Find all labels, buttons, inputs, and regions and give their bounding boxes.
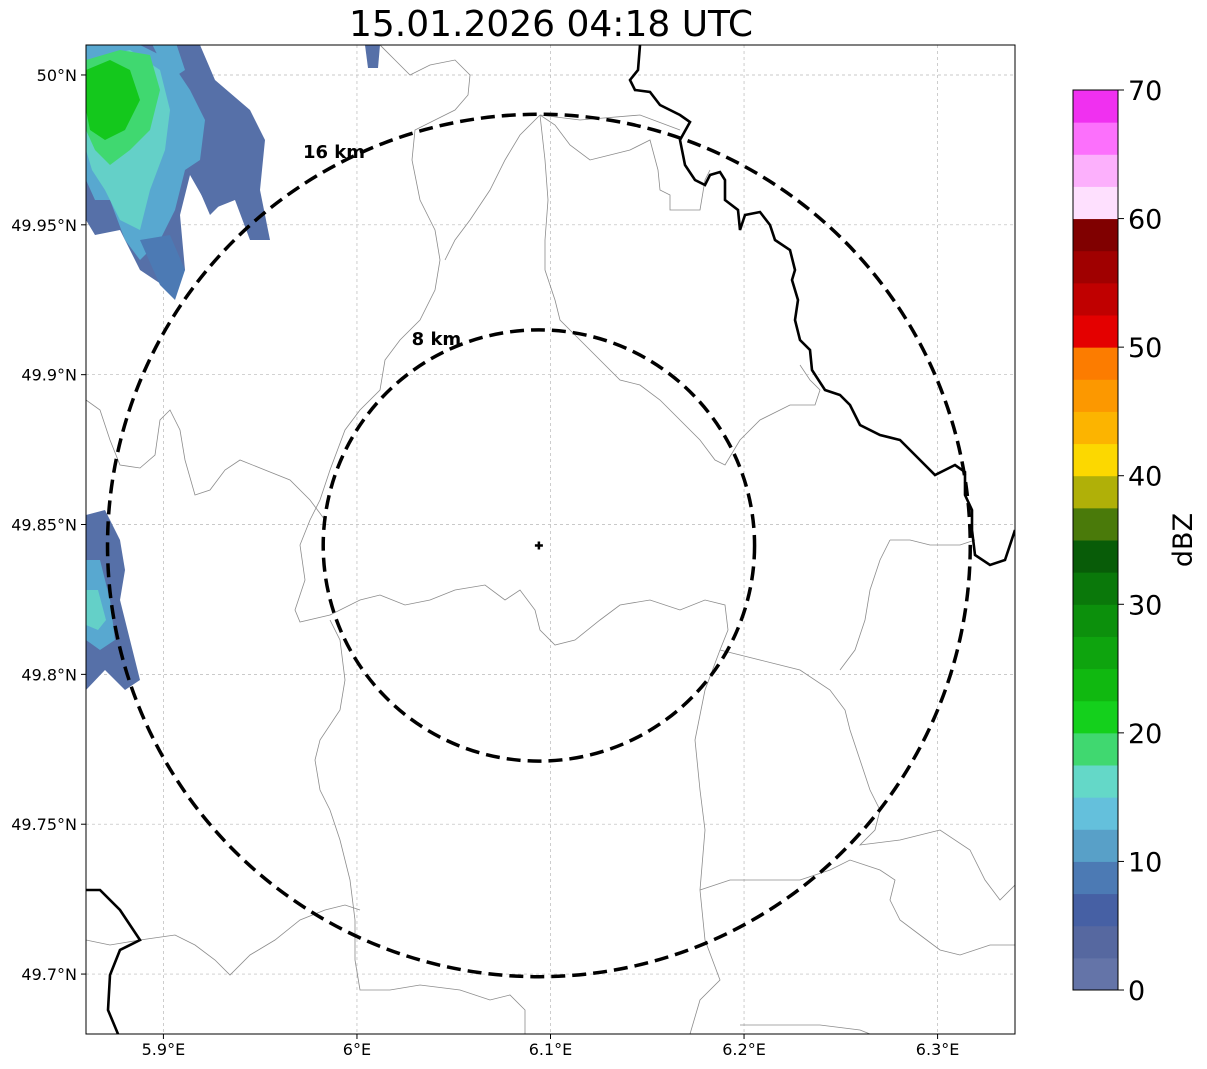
lat-tick-label: 50°N: [37, 66, 77, 85]
lat-tick-label: 49.9°N: [21, 366, 77, 385]
latitude-ticks: 50°N 49.95°N 49.9°N 49.85°N 49.8°N 49.75°N 49.…: [11, 66, 86, 984]
colorbar-segment: [1073, 411, 1118, 445]
national-borders: [86, 45, 1015, 1034]
colorbar-tick-label: 20: [1128, 719, 1162, 750]
colorbar: 0 10 20 30 40 50 60 70 dBZ: [1072, 76, 1199, 1007]
colorbar-tick-label: 50: [1128, 333, 1162, 364]
colorbar-segment: [1073, 315, 1118, 348]
echo-cluster-west: [86, 510, 140, 690]
colorbar-segment: [1073, 604, 1118, 637]
colorbar-tick-label: 0: [1128, 976, 1145, 1007]
colorbar-segment: [1073, 797, 1118, 830]
colorbar-tick-label: 10: [1128, 847, 1162, 878]
colorbar-segment: [1073, 186, 1118, 220]
lon-tick-label: 6°E: [343, 1040, 371, 1059]
lat-tick-label: 49.7°N: [21, 965, 77, 984]
map-title: 15.01.2026 04:18 UTC: [348, 4, 754, 45]
colorbar-label: dBZ: [1168, 513, 1199, 567]
range-ring-16km: [105, 112, 972, 979]
regional-boundaries: [86, 45, 1015, 1034]
echo-cluster-northwest: [86, 45, 380, 300]
colorbar-segment: [1073, 347, 1118, 380]
colorbar-tick-label: 60: [1128, 205, 1162, 236]
colorbar-segment: [1073, 122, 1118, 155]
lat-tick-label: 49.95°N: [11, 216, 77, 235]
lon-tick-label: 5.9°E: [142, 1040, 186, 1059]
colorbar-segment: [1073, 475, 1118, 509]
colorbar-segment: [1073, 925, 1118, 959]
lat-tick-label: 49.8°N: [21, 665, 77, 684]
lon-tick-label: 6.1°E: [529, 1040, 573, 1059]
colorbar-segment: [1073, 700, 1118, 734]
colorbar-segment: [1073, 829, 1118, 862]
colorbar-tick-label: 30: [1128, 590, 1162, 621]
colorbar-segment: [1073, 507, 1118, 541]
colorbar-segment: [1073, 282, 1118, 316]
colorbar-segment: [1073, 732, 1118, 766]
colorbar-segment: [1073, 218, 1118, 252]
lat-tick-label: 49.85°N: [11, 516, 77, 535]
colorbar-segment: [1073, 250, 1118, 284]
colorbar-tick-label: 40: [1128, 462, 1162, 493]
colorbar-segment: [1073, 443, 1118, 477]
colorbar-segment: [1073, 379, 1118, 412]
longitude-ticks: 5.9°E 6°E 6.1°E 6.2°E 6.3°E: [142, 1034, 960, 1059]
lat-tick-label: 49.75°N: [11, 815, 77, 834]
colorbar-tick-label: 70: [1128, 76, 1162, 107]
range-ring-label: 16 km: [303, 142, 365, 163]
lon-tick-label: 6.3°E: [916, 1040, 960, 1059]
colorbar-segment: [1073, 893, 1118, 927]
colorbar-segment: [1073, 154, 1118, 187]
gridlines: [86, 45, 1015, 1034]
colorbar-segment: [1073, 765, 1118, 798]
range-ring-label: 8 km: [412, 329, 462, 350]
range-ring-8km: [321, 328, 757, 763]
colorbar-segment: [1073, 90, 1118, 123]
colorbar-frame: [1072, 89, 1119, 991]
colorbar-segment: [1073, 861, 1118, 895]
colorbar-segment: [1073, 540, 1118, 573]
range-rings: 8 km 16 km: [105, 112, 972, 979]
lon-tick-label: 6.2°E: [722, 1040, 766, 1059]
colorbar-segment: [1073, 572, 1118, 605]
colorbar-segment: [1073, 957, 1118, 991]
colorbar-segment: [1073, 668, 1118, 702]
radar-site-marker: [534, 541, 543, 550]
colorbar-segment: [1073, 636, 1118, 670]
